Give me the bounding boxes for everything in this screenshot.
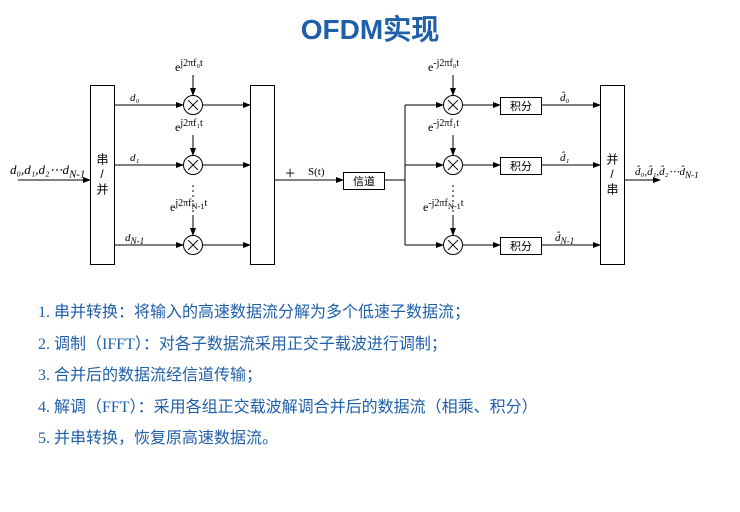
rx-mixer-0: [443, 95, 463, 115]
tx-mixer-0: [183, 95, 203, 115]
integrator-0: 积分: [500, 97, 542, 115]
signal-st-label: S(t): [308, 166, 325, 178]
tx-branch-label-0: d₀: [130, 92, 139, 104]
note-item-2: 调制（IFFT）：对各子数据流采用正交子载波进行调制；: [54, 332, 720, 358]
plus-symbol: +: [285, 163, 295, 184]
tx-branch-label-n: dN-1: [125, 232, 144, 246]
rx-out-label-0: d̂₀: [560, 92, 569, 104]
note-item-4: 解调（FFT）：采用各组正交载波解调合并后的数据流（相乘、积分）: [54, 395, 720, 421]
tx-carrier-1: ej2πf₁t: [175, 118, 203, 135]
serial-to-parallel-block: 串/并: [90, 85, 115, 265]
rx-out-label-n: d̂N-1: [555, 232, 574, 246]
note-item-5: 并串转换，恢复原高速数据流。: [54, 426, 720, 452]
input-symbols: d₀,d₁,d₂⋯dN-1: [10, 162, 85, 181]
page-title: OFDM实现: [0, 8, 740, 48]
output-symbols: d̂₀,d̂₁,d̂₂⋯d̂N-1: [635, 165, 699, 180]
notes-list: 串并转换：将输入的高速数据流分解为多个低速子数据流； 调制（IFFT）：对各子数…: [30, 300, 720, 458]
rx-carrier-n: e-j2πfN-1t: [423, 198, 464, 215]
tx-carrier-0: ej2πf₀t: [175, 58, 203, 75]
rx-carrier-1: e-j2πf₁t: [428, 118, 459, 135]
tx-branch-label-1: d₁: [130, 152, 139, 164]
ofdm-diagram: d₀,d₁,d₂⋯dN-1 串/并 d₀ d₁ dN-1 ej2πf₀t ej2…: [10, 50, 730, 290]
summer-block: [250, 85, 275, 265]
parallel-to-serial-block: 并/串: [600, 85, 625, 265]
rx-mixer-1: [443, 155, 463, 175]
tx-carrier-n: ej2πfN-1t: [170, 198, 207, 215]
rx-mixer-n: [443, 235, 463, 255]
tx-mixer-1: [183, 155, 203, 175]
note-item-3: 合并后的数据流经信道传输；: [54, 363, 720, 389]
rx-out-label-1: d̂₁: [560, 152, 569, 164]
serial-to-parallel-label: 串/并: [94, 153, 111, 197]
note-item-1: 串并转换：将输入的高速数据流分解为多个低速子数据流；: [54, 300, 720, 326]
integrator-1: 积分: [500, 157, 542, 175]
channel-block: 信道: [343, 172, 385, 190]
parallel-to-serial-label: 并/串: [604, 153, 621, 197]
rx-carrier-0: e-j2πf₀t: [428, 58, 459, 75]
integrator-n: 积分: [500, 237, 542, 255]
tx-mixer-n: [183, 235, 203, 255]
